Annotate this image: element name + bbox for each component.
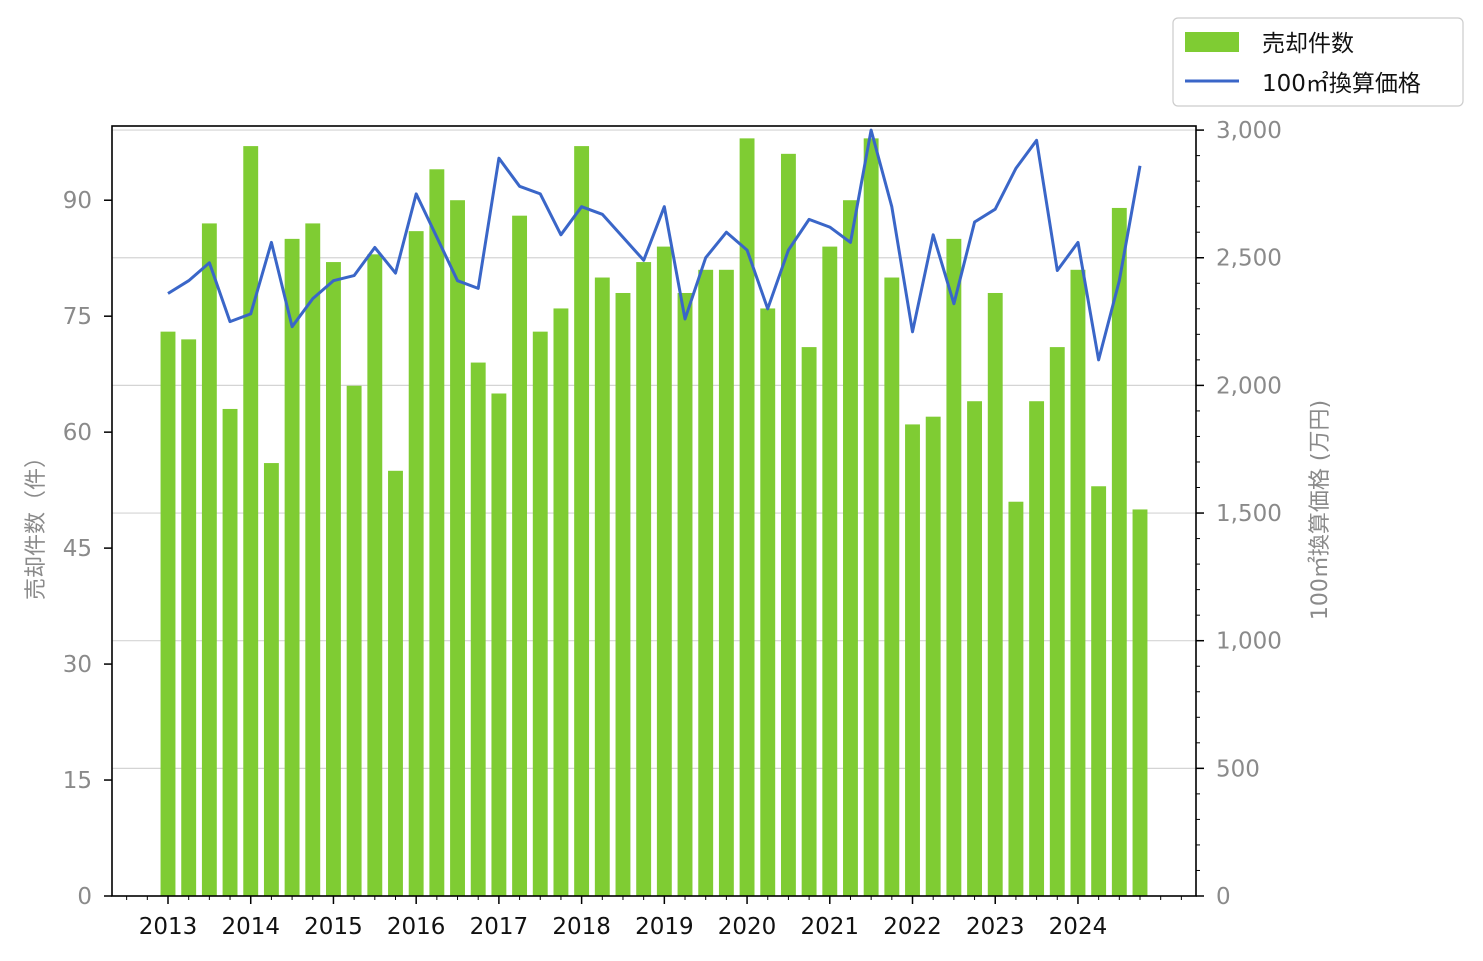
left-axis-title: 売却件数（件） xyxy=(24,446,49,600)
bar xyxy=(243,146,259,896)
bar xyxy=(987,292,1003,897)
x-tick-label: 2021 xyxy=(801,914,860,940)
x-axis: 2013 2014 2015 2016 2017 2018 2019 2020 2021 2022… xyxy=(126,896,1182,940)
bar xyxy=(1008,501,1024,896)
bar xyxy=(305,223,321,896)
left-tick-label: 90 xyxy=(63,188,92,214)
bar xyxy=(512,215,528,896)
bar xyxy=(450,200,465,897)
bar xyxy=(801,347,817,896)
right-axis-title: 100㎡換算価格 (万円) xyxy=(1307,400,1333,620)
bar xyxy=(739,138,755,896)
bar xyxy=(346,385,362,896)
bar xyxy=(636,262,652,896)
bar xyxy=(594,277,610,896)
bar xyxy=(967,401,982,896)
bar xyxy=(574,146,590,896)
bar xyxy=(863,138,879,896)
bar xyxy=(1091,486,1107,896)
left-tick-label: 75 xyxy=(63,304,92,330)
bar xyxy=(429,169,445,897)
bar xyxy=(780,153,796,897)
x-tick-label: 2018 xyxy=(552,914,611,940)
legend-box xyxy=(1172,17,1464,107)
bar xyxy=(925,416,941,896)
left-tick-label: 0 xyxy=(77,884,92,910)
right-tick-label: 1,000 xyxy=(1216,629,1282,655)
bar xyxy=(1070,269,1086,896)
bar xyxy=(884,277,900,896)
bar xyxy=(1111,207,1127,897)
bar xyxy=(470,362,486,896)
bar xyxy=(263,463,279,896)
right-tick-label: 2,500 xyxy=(1216,246,1282,272)
bar xyxy=(822,246,838,896)
legend-label-line: 100㎡換算価格 xyxy=(1262,71,1421,97)
x-tick-label: 2022 xyxy=(883,914,942,940)
bar xyxy=(946,238,962,897)
x-tick-label: 2016 xyxy=(387,914,446,940)
x-tick-label: 2017 xyxy=(470,914,529,940)
bar-series xyxy=(160,138,1148,897)
x-tick-label: 2024 xyxy=(1049,914,1108,940)
bar xyxy=(181,339,197,896)
bar xyxy=(1132,509,1148,896)
left-tick-label: 60 xyxy=(63,420,92,446)
bar xyxy=(718,269,734,896)
bar xyxy=(532,331,548,896)
bar xyxy=(760,308,776,896)
bar xyxy=(615,292,631,897)
bar xyxy=(160,331,176,896)
left-tick-label: 45 xyxy=(63,536,92,562)
right-tick-label: 3,000 xyxy=(1216,118,1282,144)
bar xyxy=(843,200,858,897)
x-tick-label: 2015 xyxy=(304,914,363,940)
bar xyxy=(905,424,920,896)
x-tick-label: 2019 xyxy=(635,914,694,940)
bar xyxy=(698,269,714,896)
bar xyxy=(677,292,693,897)
bar xyxy=(553,308,569,896)
right-tick-label: 1,500 xyxy=(1216,501,1282,527)
bar xyxy=(491,393,507,896)
legend-swatch-bar xyxy=(1185,32,1239,52)
right-tick-label: 500 xyxy=(1216,756,1260,782)
left-tick-label: 30 xyxy=(63,652,92,678)
right-tick-label: 2,000 xyxy=(1216,373,1282,399)
bar xyxy=(284,238,300,897)
left-axis: 0 15 30 45 60 75 90 xyxy=(63,188,112,910)
bar xyxy=(201,223,217,896)
x-tick-label: 2023 xyxy=(966,914,1025,940)
x-tick-label: 2013 xyxy=(139,914,198,940)
bar xyxy=(367,254,383,897)
bar xyxy=(1049,347,1065,896)
bar xyxy=(408,231,424,896)
legend-label-bar: 売却件数 xyxy=(1262,31,1354,57)
bar xyxy=(222,408,238,896)
plot-frame xyxy=(111,125,1197,897)
right-tick-label: 0 xyxy=(1216,884,1231,910)
x-tick-label: 2020 xyxy=(718,914,777,940)
legend: 売却件数 100㎡換算価格 xyxy=(1172,17,1464,107)
x-tick-label: 2014 xyxy=(221,914,280,940)
right-axis: 0 500 1,000 1,500 2,000 2,500 3,000 xyxy=(1196,118,1282,910)
bar xyxy=(656,246,672,896)
line-series xyxy=(167,128,1142,362)
bar xyxy=(388,470,403,896)
bar xyxy=(1029,401,1045,896)
price-line xyxy=(167,128,1142,362)
left-tick-label: 15 xyxy=(63,768,92,794)
bar xyxy=(326,262,341,896)
